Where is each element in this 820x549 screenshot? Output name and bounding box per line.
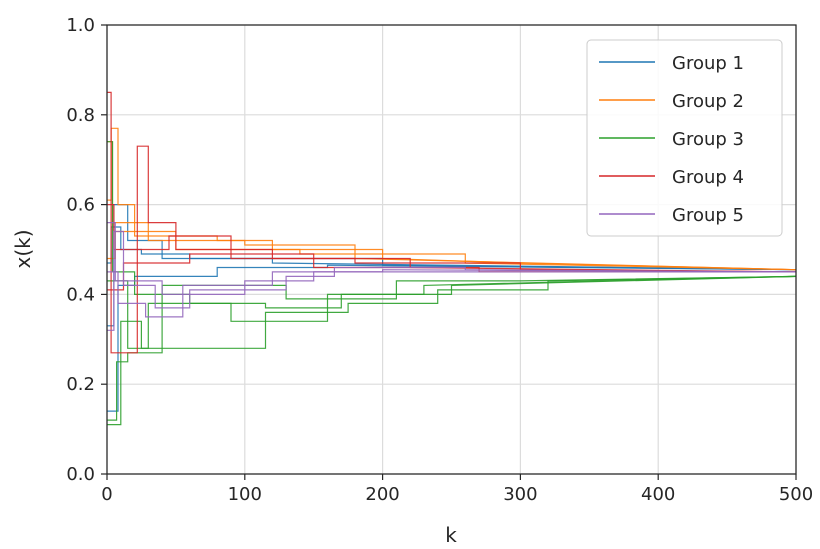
legend-label: Group 5: [672, 205, 744, 226]
series-line: [107, 275, 796, 349]
legend-label: Group 1: [672, 53, 744, 74]
series-line: [107, 222, 796, 295]
x-tick-label: 300: [503, 484, 537, 505]
y-tick-label: 0.8: [66, 105, 95, 126]
y-tick-label: 0.4: [66, 284, 95, 305]
series-line: [107, 230, 796, 331]
legend: Group 1 Group 2 Group 3 Group 4 Group 5: [586, 39, 783, 237]
plot-frame: [106, 24, 797, 475]
x-tick-label: 0: [101, 484, 112, 505]
legend-label: Group 2: [672, 91, 744, 112]
legend-label: Group 4: [672, 167, 744, 188]
y-tick-label: 1.0: [66, 15, 95, 36]
series-5: [107, 222, 796, 331]
ticks: 0 100 200 300 400 500 0.0 0.2 0.4 0.6 0.8 1.0: [66, 15, 813, 505]
series-line: [107, 91, 796, 354]
x-tick-label: 200: [365, 484, 399, 505]
x-tick-label: 100: [228, 484, 262, 505]
legend-box: [586, 39, 783, 237]
series-line: [107, 275, 796, 426]
series-3: [107, 141, 796, 426]
series-line: [107, 264, 796, 412]
y-axis-label: x(k): [11, 229, 35, 268]
y-tick-label: 0.0: [66, 464, 95, 485]
y-tick-label: 0.6: [66, 195, 95, 216]
x-tick-label: 500: [779, 484, 813, 505]
y-tick-label: 0.2: [66, 374, 95, 395]
legend-label: Group 3: [672, 129, 744, 150]
x-tick-label: 400: [641, 484, 675, 505]
series-lines: [107, 91, 796, 426]
series-line: [107, 141, 796, 309]
x-axis-label: k: [445, 523, 457, 547]
